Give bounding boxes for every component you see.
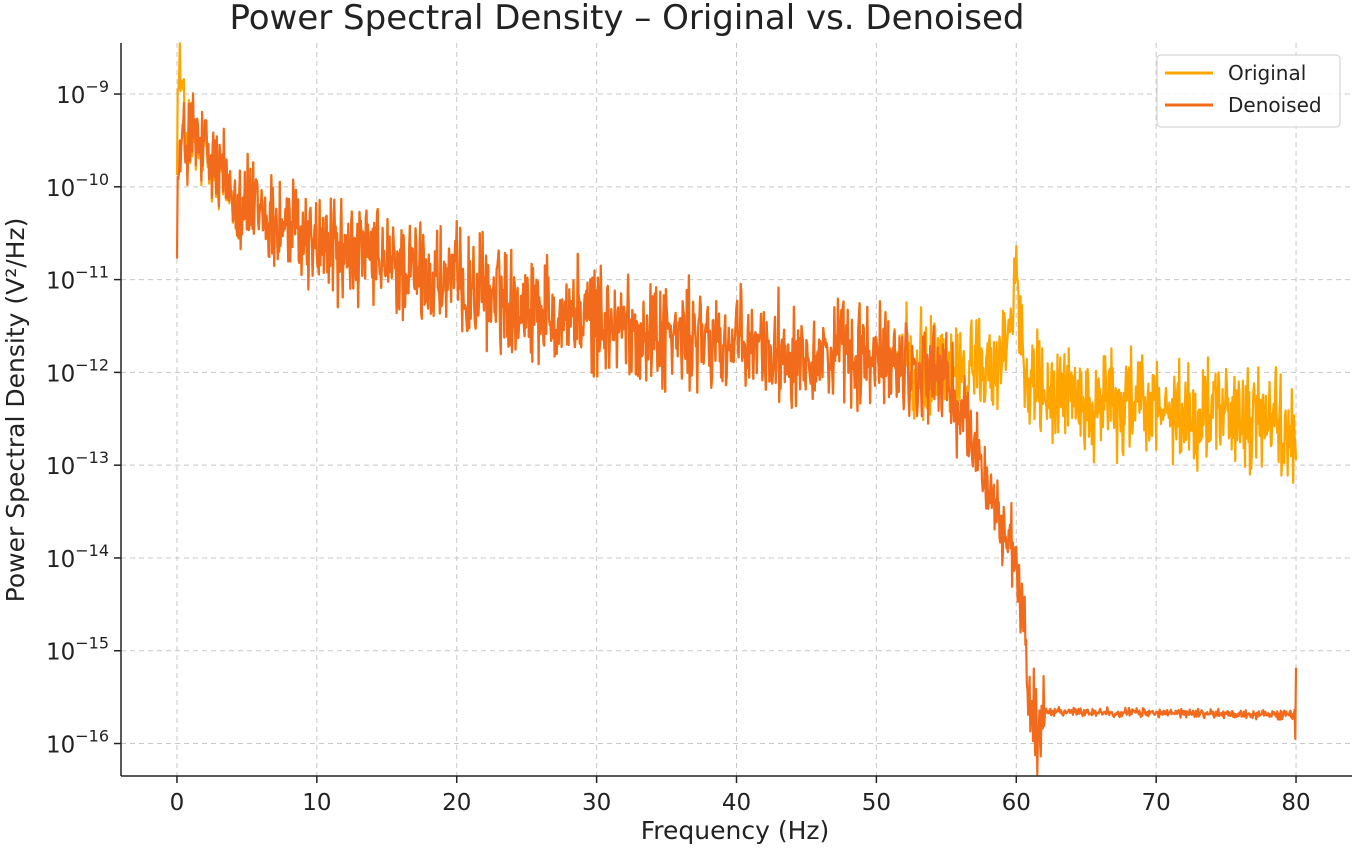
x-tick-label-50: 50 [862, 790, 891, 816]
y-axis-label: Power Spectral Density (V²/Hz) [1, 218, 30, 603]
y-tick-label--10: 10−10 [46, 170, 109, 202]
y-tick-label--12: 10−12 [46, 355, 109, 387]
x-tick-label-20: 20 [442, 790, 471, 816]
legend: Original Denoised [1156, 54, 1341, 128]
x-tick-label-10: 10 [302, 790, 331, 816]
grid [121, 43, 1352, 776]
series-layer [175, 42, 1298, 776]
y-tick-label--14: 10−14 [46, 541, 109, 573]
x-tick-label-0: 0 [170, 790, 185, 816]
y-tick-label--13: 10−13 [46, 448, 109, 480]
legend-label-original: Original [1228, 61, 1306, 85]
x-tick-label-80: 80 [1281, 790, 1310, 816]
x-tick-label-70: 70 [1142, 790, 1171, 816]
x-tick-label-40: 40 [722, 790, 751, 816]
x-tick-label-60: 60 [1002, 790, 1031, 816]
x-ticks: 0 10 20 30 40 50 60 70 80 [170, 776, 1311, 816]
y-ticks: 10−9 10−10 10−11 10−12 10−13 10−14 10−15 10−16 [46, 77, 121, 759]
x-axis-label: Frequency (Hz) [641, 816, 830, 845]
chart-title: Power Spectral Density – Original vs. De… [229, 0, 1024, 38]
y-tick-label--15: 10−15 [46, 634, 109, 666]
legend-label-denoised: Denoised [1228, 93, 1322, 117]
y-tick-label--11: 10−11 [46, 263, 109, 295]
series-line-denoised [175, 92, 1298, 776]
y-tick-label--16: 10−16 [46, 727, 109, 759]
x-tick-label-30: 30 [582, 790, 611, 816]
y-tick-label--9: 10−9 [56, 77, 109, 109]
